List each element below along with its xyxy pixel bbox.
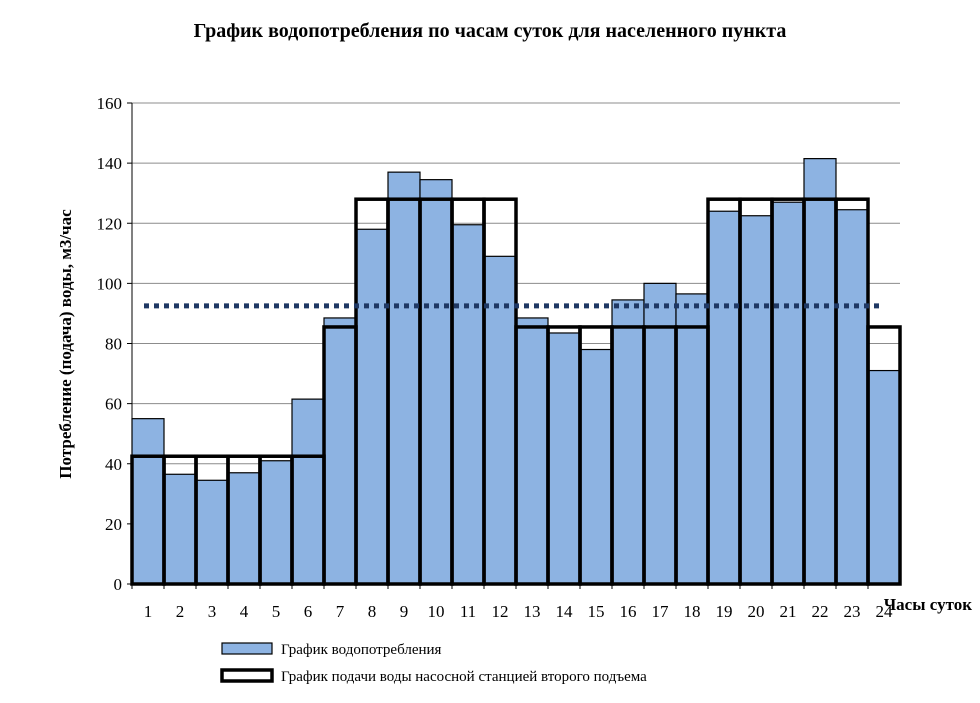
- consumption-bar: [707, 210, 741, 585]
- y-tick-label: 0: [114, 575, 123, 594]
- x-tick-label: 4: [240, 602, 249, 621]
- x-tick-label: 24: [876, 602, 894, 621]
- y-tick-label: 160: [97, 94, 123, 113]
- x-axis-label: Часы суток: [884, 595, 972, 614]
- y-axis-label: Потребление (подача) воды, м3/час: [56, 209, 75, 479]
- consumption-bar: [771, 201, 805, 585]
- consumption-bar: [291, 398, 325, 585]
- x-tick-label: 1: [144, 602, 153, 621]
- legend: График водопотребления График подачи вод…: [220, 642, 647, 685]
- y-tick-label: 140: [97, 154, 123, 173]
- consumption-bar: [451, 224, 485, 585]
- x-tick-label: 19: [716, 602, 733, 621]
- x-tick-label: 7: [336, 602, 345, 621]
- consumption-bar: [419, 179, 453, 585]
- consumption-bar: [803, 158, 837, 585]
- x-tick-label: 12: [492, 602, 509, 621]
- consumption-bar: [163, 473, 197, 585]
- x-tick-label: 9: [400, 602, 409, 621]
- consumption-bar: [835, 209, 869, 585]
- chart-title: График водопотребления по часам суток дл…: [194, 20, 787, 42]
- consumption-bar: [611, 299, 645, 585]
- y-tick-label: 20: [105, 515, 122, 534]
- legend-label-consumption: График водопотребления: [281, 642, 442, 658]
- x-tick-label: 18: [684, 602, 701, 621]
- x-tick-label: 22: [812, 602, 829, 621]
- x-tick-label: 16: [620, 602, 637, 621]
- y-tick-label: 100: [97, 274, 123, 293]
- consumption-bar: [131, 418, 165, 585]
- x-tick-label: 21: [780, 602, 797, 621]
- y-axis-ticks: 0 20 40 60 80 100 120 140 160: [97, 94, 132, 594]
- x-tick-label: 5: [272, 602, 281, 621]
- legend-label-supply: График подачи воды насосной станцией вто…: [281, 669, 647, 685]
- x-tick-label: 11: [460, 602, 476, 621]
- y-tick-label: 60: [105, 395, 122, 414]
- consumption-bar: [579, 348, 613, 585]
- legend-swatch-supply: [220, 668, 274, 683]
- x-axis-ticks: 1 2 3 4 5 6 7 8 9 10 11 12 13 14 15 16 17 18 19 20 21 22 23 24: [131, 584, 894, 621]
- consumption-bar: [355, 228, 389, 585]
- consumption-bar: [643, 282, 677, 585]
- consumption-bar: [867, 369, 901, 585]
- x-tick-label: 17: [652, 602, 670, 621]
- consumption-bar: [739, 215, 773, 585]
- x-tick-label: 8: [368, 602, 377, 621]
- consumption-bar: [675, 293, 709, 585]
- y-tick-label: 120: [97, 214, 123, 233]
- x-tick-label: 23: [844, 602, 861, 621]
- consumption-bar: [515, 317, 549, 585]
- consumption-bar: [259, 460, 293, 585]
- x-tick-label: 6: [304, 602, 313, 621]
- consumption-bar: [195, 479, 229, 585]
- consumption-bar: [227, 472, 261, 585]
- x-tick-label: 20: [748, 602, 765, 621]
- consumption-bars: [131, 158, 901, 585]
- consumption-bar: [323, 317, 357, 585]
- x-tick-label: 14: [556, 602, 574, 621]
- x-tick-label: 2: [176, 602, 185, 621]
- y-tick-label: 40: [105, 455, 122, 474]
- y-tick-label: 80: [105, 335, 122, 354]
- consumption-bar: [547, 332, 581, 585]
- x-tick-label: 15: [588, 602, 605, 621]
- legend-swatch-consumption: [221, 642, 273, 655]
- consumption-bar: [387, 171, 421, 585]
- x-tick-label: 3: [208, 602, 217, 621]
- x-tick-label: 13: [524, 602, 541, 621]
- x-tick-label: 10: [428, 602, 445, 621]
